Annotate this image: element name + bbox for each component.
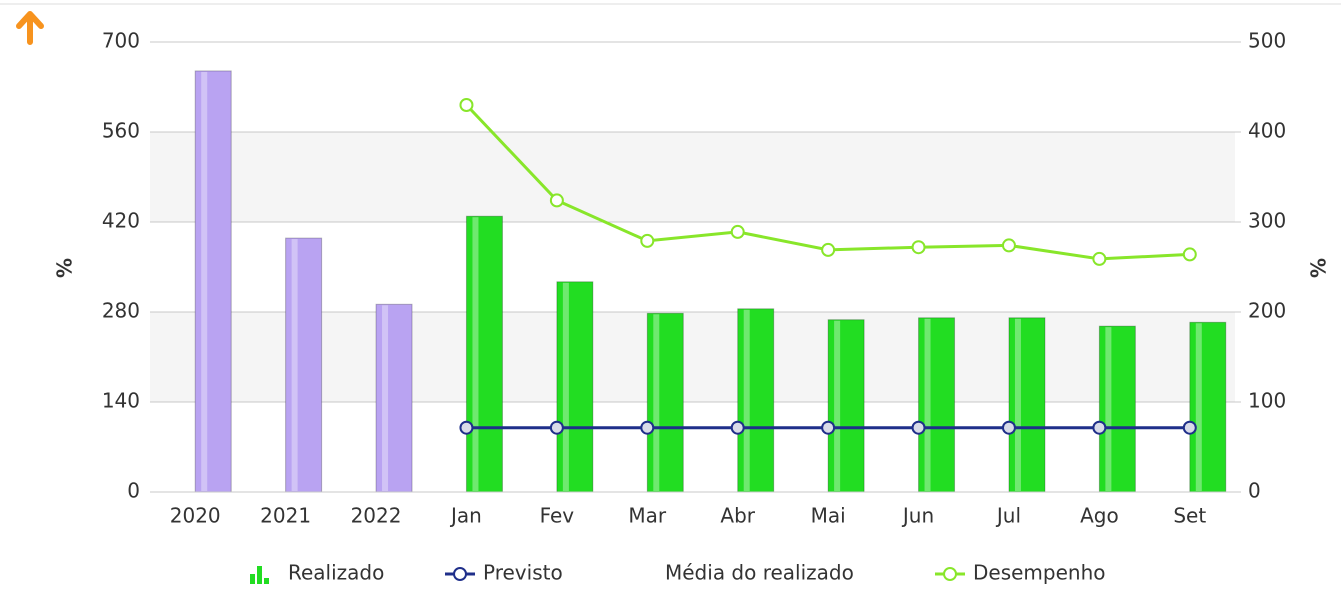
x-tick-label: Jan (449, 504, 482, 528)
legend-icon (264, 578, 269, 584)
marker (549, 420, 564, 435)
marker (730, 224, 745, 239)
y-tick-label: 700 (102, 29, 140, 53)
y-tick-label: 420 (102, 209, 140, 233)
bar (194, 70, 232, 493)
marker (1001, 420, 1016, 435)
legend-icon (453, 567, 467, 581)
bar (737, 308, 775, 493)
bar-highlight (924, 318, 931, 491)
bar-highlight (834, 320, 841, 491)
x-tick-label: Ago (1080, 504, 1119, 528)
marker (821, 242, 836, 257)
marker (911, 240, 926, 255)
marker (1182, 420, 1197, 435)
bar (918, 317, 956, 493)
marker (459, 420, 474, 435)
legend-icon (257, 566, 262, 584)
y-tick-label: 140 (102, 389, 140, 413)
marker (911, 420, 926, 435)
bar-highlight (382, 305, 389, 491)
bar-highlight (472, 217, 479, 491)
y2-tick-label: 300 (1248, 209, 1286, 233)
y2-axis-label: % (1307, 258, 1331, 278)
bar (646, 312, 684, 493)
x-tick-label: Mai (811, 504, 846, 528)
y-tick-label: 0 (127, 479, 140, 503)
legend-icon (943, 567, 957, 581)
legend-label: Média do realizado (665, 561, 854, 585)
grid-band (150, 312, 1235, 402)
x-tick-label: Jul (995, 504, 1021, 528)
bar (827, 319, 865, 493)
bar-highlight (1014, 318, 1021, 491)
x-tick-label: Abr (720, 504, 755, 528)
bar-highlight (201, 71, 208, 491)
y2-tick-label: 0 (1248, 479, 1261, 503)
y2-tick-label: 100 (1248, 389, 1286, 413)
bar-highlight (653, 314, 660, 491)
bar-highlight (562, 282, 569, 491)
x-tick-label: Set (1173, 504, 1206, 528)
y2-tick-label: 400 (1248, 119, 1286, 143)
x-tick-label: Mar (628, 504, 667, 528)
marker (1182, 247, 1197, 262)
x-tick-label: Jun (901, 504, 934, 528)
legend-label: Previsto (483, 561, 563, 585)
x-tick-label: Fev (540, 504, 575, 528)
grid-band (150, 132, 1235, 222)
bar (1189, 321, 1227, 493)
x-tick-label: 2022 (351, 504, 402, 528)
x-tick-label: 2021 (260, 504, 311, 528)
y2-tick-label: 500 (1248, 29, 1286, 53)
marker (549, 193, 564, 208)
marker (1001, 238, 1016, 253)
bar-highlight (291, 239, 298, 491)
y2-tick-label: 200 (1248, 299, 1286, 323)
bar (375, 303, 413, 493)
legend-label: Realizado (288, 561, 384, 585)
marker (730, 420, 745, 435)
marker (821, 420, 836, 435)
marker (640, 420, 655, 435)
y-axis-label: % (53, 258, 77, 278)
y-tick-label: 560 (102, 119, 140, 143)
bar (556, 281, 594, 493)
bar (1098, 325, 1136, 493)
bar-highlight (1105, 327, 1112, 491)
legend-icon (250, 574, 255, 584)
legend-label: Desempenho (973, 561, 1106, 585)
marker (1092, 251, 1107, 266)
marker (1092, 420, 1107, 435)
bar (465, 215, 503, 493)
x-tick-label: 2020 (170, 504, 221, 528)
bar (285, 237, 323, 493)
marker (459, 98, 474, 112)
collapse-arrow[interactable] (16, 11, 44, 45)
bar-highlight (1195, 323, 1202, 491)
y-tick-label: 280 (102, 299, 140, 323)
bar-highlight (743, 309, 750, 491)
bar (1008, 317, 1046, 493)
marker (640, 233, 655, 248)
